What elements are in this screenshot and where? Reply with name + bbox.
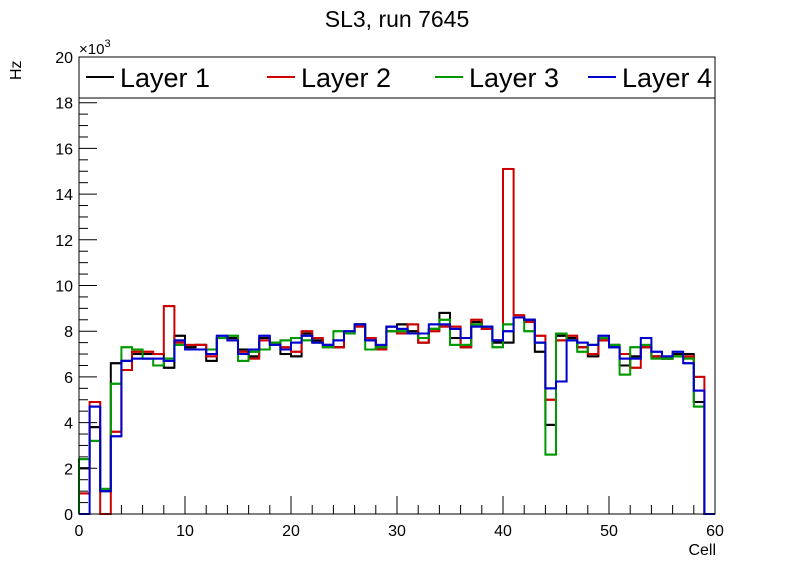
y-tick-label: 4 — [64, 416, 73, 433]
legend: Layer 1 Layer 2 Layer 3 Layer 4 — [78, 56, 716, 99]
series-layer-4 — [79, 316, 715, 515]
y-tick-label: 16 — [55, 141, 73, 158]
plot-frame — [78, 56, 716, 515]
y-tick-label: 0 — [64, 507, 73, 524]
x-tick-label: 10 — [176, 523, 194, 540]
legend-label: Layer 4 — [622, 63, 712, 93]
y-multiplier: ×103 — [79, 38, 111, 58]
y-tick-label: 14 — [55, 187, 73, 204]
series-layer-3 — [78, 316, 715, 515]
x-axis-label: Cell — [688, 542, 716, 559]
y-tick-label: 8 — [64, 324, 73, 341]
legend-label: Layer 1 — [120, 63, 210, 93]
y-tick-label: 20 — [55, 50, 73, 67]
y-tick-label: 2 — [64, 461, 73, 478]
y-tick-label: 12 — [55, 233, 73, 250]
y-tick-label: 18 — [55, 96, 73, 113]
x-tick-label: 40 — [494, 523, 512, 540]
x-tick-label: 50 — [600, 523, 618, 540]
y-tick-label: 10 — [55, 279, 73, 296]
x-tick-label: 30 — [388, 523, 406, 540]
x-tick-label: 20 — [282, 523, 300, 540]
x-tick-label: 60 — [706, 523, 724, 540]
y-multiplier-base: ×10 — [79, 41, 104, 58]
y-tick-label: 6 — [64, 370, 73, 387]
legend-label: Layer 3 — [469, 63, 559, 93]
x-tick-label: 0 — [75, 523, 84, 540]
y-axis-label: Hz — [8, 60, 25, 80]
chart-title: SL3, run 7645 — [325, 6, 470, 32]
y-multiplier-exponent: 3 — [104, 38, 110, 50]
legend-label: Layer 2 — [301, 63, 391, 93]
